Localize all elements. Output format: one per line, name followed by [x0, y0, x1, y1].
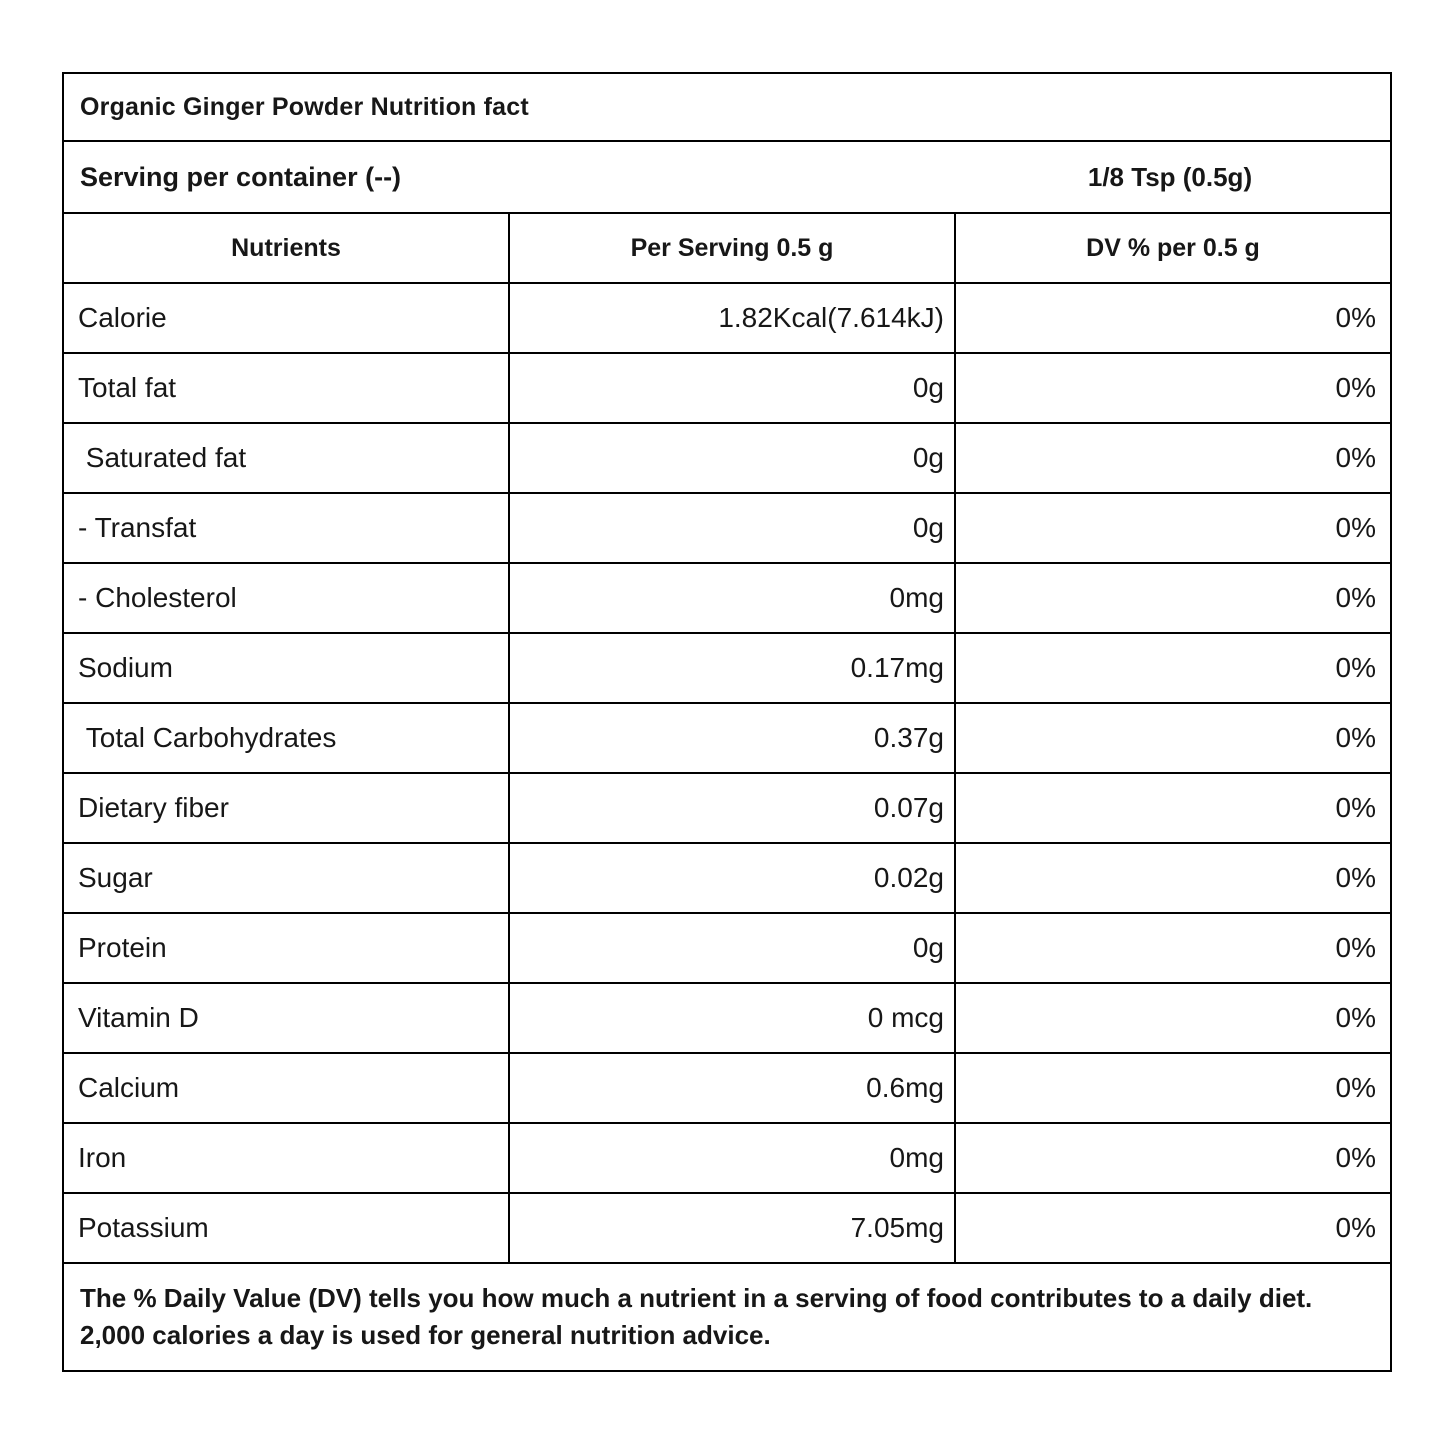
- table-row-calcium: Calcium 0.6mg 0%: [64, 1052, 1390, 1122]
- nutrient-name: Total fat: [78, 372, 177, 403]
- nutrient-dv: 0%: [954, 1124, 1390, 1192]
- nutrient-amount: 0.17mg: [508, 634, 954, 702]
- nutrient-name: Total Carbohydrates: [78, 722, 337, 753]
- nutrient-amount: 7.05mg: [508, 1194, 954, 1262]
- nutrition-facts-table: Organic Ginger Powder Nutrition fact Ser…: [62, 72, 1392, 1372]
- nutrient-name: Protein: [78, 932, 167, 963]
- nutrient-amount: 0.6mg: [508, 1054, 954, 1122]
- nutrient-dv: 0%: [954, 354, 1390, 422]
- nutrient-dv: 0%: [954, 704, 1390, 772]
- nutrient-dv: 0%: [954, 1194, 1390, 1262]
- nutrient-amount: 0.07g: [508, 774, 954, 842]
- nutrient-amount: 0g: [508, 494, 954, 562]
- nutrient-dv: 0%: [954, 424, 1390, 492]
- serving-per-container-label: Serving per container (--): [80, 161, 402, 192]
- table-row-calorie: Calorie 1.82Kcal(7.614kJ) 0%: [64, 282, 1390, 352]
- nutrient-name: Saturated fat: [78, 442, 247, 473]
- footnote-row: The % Daily Value (DV) tells you how muc…: [64, 1262, 1390, 1370]
- nutrient-name: - Transfat: [78, 512, 197, 543]
- table-row-potassium: Potassium 7.05mg 0%: [64, 1192, 1390, 1262]
- nutrient-amount: 0mg: [508, 1124, 954, 1192]
- nutrient-name: Sugar: [78, 862, 153, 893]
- title-row: Organic Ginger Powder Nutrition fact: [64, 74, 1390, 140]
- nutrient-dv: 0%: [954, 564, 1390, 632]
- serving-size-value: 1/8 Tsp (0.5g): [1087, 161, 1253, 192]
- column-header-dv: DV % per 0.5 g: [954, 214, 1390, 282]
- table-row-total-carbohydrates: Total Carbohydrates 0.37g 0%: [64, 702, 1390, 772]
- nutrient-amount: 0mg: [508, 564, 954, 632]
- table-row-dietary-fiber: Dietary fiber 0.07g 0%: [64, 772, 1390, 842]
- column-header-nutrients: Nutrients: [231, 233, 341, 262]
- table-row-protein: Protein 0g 0%: [64, 912, 1390, 982]
- nutrient-name: Sodium: [78, 652, 173, 683]
- nutrient-amount: 1.82Kcal(7.614kJ): [508, 284, 954, 352]
- serving-row: Serving per container (--) 1/8 Tsp (0.5g…: [64, 140, 1390, 212]
- nutrient-name: Iron: [78, 1142, 127, 1173]
- table-row-transfat: - Transfat 0g 0%: [64, 492, 1390, 562]
- nutrient-name: - Cholesterol: [78, 582, 237, 613]
- nutrient-amount: 0.37g: [508, 704, 954, 772]
- nutrient-amount: 0g: [508, 424, 954, 492]
- nutrient-dv: 0%: [954, 634, 1390, 702]
- nutrient-name: Dietary fiber: [78, 792, 229, 823]
- nutrient-dv: 0%: [954, 284, 1390, 352]
- nutrient-name: Vitamin D: [78, 1002, 199, 1033]
- table-row-iron: Iron 0mg 0%: [64, 1122, 1390, 1192]
- nutrient-amount: 0 mcg: [508, 984, 954, 1052]
- nutrient-name: Potassium: [78, 1212, 209, 1243]
- nutrient-dv: 0%: [954, 844, 1390, 912]
- table-row-sugar: Sugar 0.02g 0%: [64, 842, 1390, 912]
- nutrient-dv: 0%: [954, 774, 1390, 842]
- page-title: Organic Ginger Powder Nutrition fact: [80, 92, 529, 121]
- daily-value-footnote: The % Daily Value (DV) tells you how muc…: [80, 1283, 1313, 1350]
- column-header-per-serving: Per Serving 0.5 g: [508, 214, 954, 282]
- column-header-row: Nutrients Per Serving 0.5 g DV % per 0.5…: [64, 212, 1390, 282]
- table-row-cholesterol: - Cholesterol 0mg 0%: [64, 562, 1390, 632]
- nutrient-dv: 0%: [954, 914, 1390, 982]
- nutrient-dv: 0%: [954, 1054, 1390, 1122]
- nutrient-name: Calcium: [78, 1072, 180, 1103]
- nutrient-name: Calorie: [78, 302, 167, 333]
- nutrient-dv: 0%: [954, 494, 1390, 562]
- table-row-saturated-fat: Saturated fat 0g 0%: [64, 422, 1390, 492]
- table-row-total-fat: Total fat 0g 0%: [64, 352, 1390, 422]
- nutrient-amount: 0g: [508, 354, 954, 422]
- nutrient-amount: 0g: [508, 914, 954, 982]
- table-row-vitamin-d: Vitamin D 0 mcg 0%: [64, 982, 1390, 1052]
- nutrient-dv: 0%: [954, 984, 1390, 1052]
- table-row-sodium: Sodium 0.17mg 0%: [64, 632, 1390, 702]
- nutrient-amount: 0.02g: [508, 844, 954, 912]
